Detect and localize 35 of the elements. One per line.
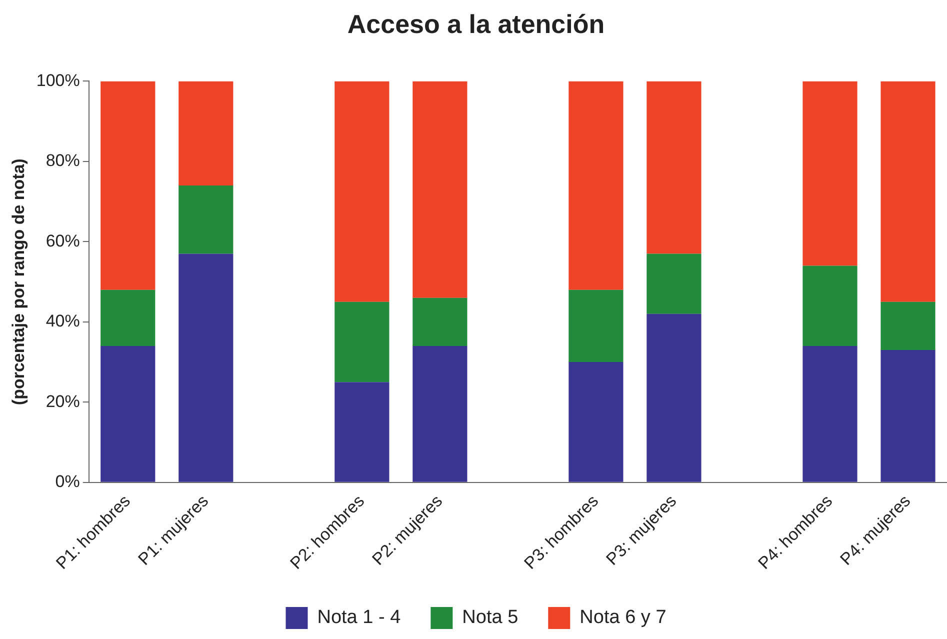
bar xyxy=(568,362,624,482)
bar xyxy=(178,254,234,482)
bar xyxy=(802,266,858,346)
y-tick-label: 100% xyxy=(36,70,80,90)
bar xyxy=(880,350,936,482)
y-tick-label: 60% xyxy=(46,231,80,250)
legend-label: Nota 1 - 4 xyxy=(317,607,402,628)
bar xyxy=(412,346,468,482)
bar xyxy=(412,298,468,346)
bar xyxy=(100,81,156,290)
y-tick-label: 20% xyxy=(46,392,80,411)
bar xyxy=(412,81,468,298)
bar xyxy=(646,314,702,482)
legend-label: Nota 6 y 7 xyxy=(580,607,666,628)
y-axis-title: (porcentaje por rango de nota) xyxy=(8,158,28,406)
bar xyxy=(802,81,858,266)
bar xyxy=(334,382,390,482)
y-tick-label: 0% xyxy=(55,472,80,492)
bar xyxy=(880,81,936,302)
y-tick-label: 40% xyxy=(46,312,80,331)
bar xyxy=(178,186,234,254)
bar xyxy=(646,81,702,254)
bar xyxy=(646,254,702,314)
chart-title: Acceso a la atención xyxy=(347,8,605,39)
bar xyxy=(568,290,624,362)
bar xyxy=(100,346,156,482)
bar xyxy=(880,302,936,350)
bar xyxy=(334,81,390,302)
bar xyxy=(802,346,858,482)
legend-label: Nota 5 xyxy=(462,607,518,628)
bar xyxy=(178,81,234,186)
y-tick-label: 80% xyxy=(46,151,80,170)
bar xyxy=(334,302,390,382)
bar xyxy=(568,81,624,290)
bar xyxy=(100,290,156,346)
